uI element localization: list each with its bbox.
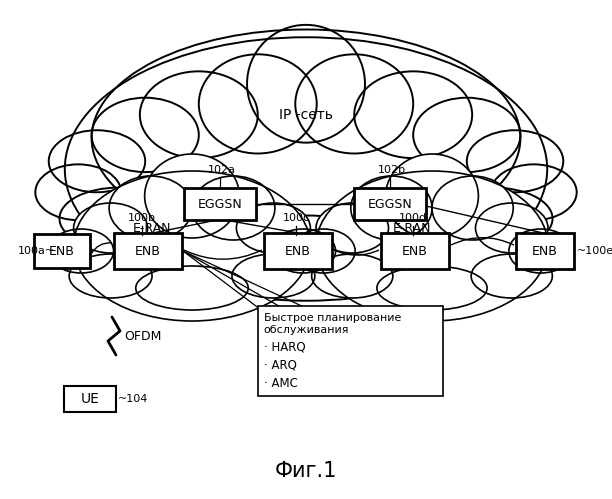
Ellipse shape bbox=[92, 98, 199, 172]
Ellipse shape bbox=[65, 37, 547, 301]
Ellipse shape bbox=[377, 266, 487, 310]
Text: E-RAN: E-RAN bbox=[133, 222, 171, 235]
Ellipse shape bbox=[59, 188, 177, 250]
Ellipse shape bbox=[226, 216, 386, 271]
Text: · AMC: · AMC bbox=[264, 377, 297, 390]
Ellipse shape bbox=[232, 254, 315, 298]
FancyBboxPatch shape bbox=[258, 306, 442, 396]
Ellipse shape bbox=[109, 176, 192, 240]
FancyBboxPatch shape bbox=[114, 233, 182, 269]
Text: Быстрое планирование
обслуживания: Быстрое планирование обслуживания bbox=[264, 313, 401, 335]
Text: UE: UE bbox=[81, 392, 99, 406]
Ellipse shape bbox=[354, 71, 472, 158]
Ellipse shape bbox=[69, 254, 152, 298]
FancyBboxPatch shape bbox=[354, 188, 426, 220]
Text: ~100e: ~100e bbox=[577, 246, 612, 256]
Ellipse shape bbox=[35, 164, 121, 220]
Text: 100a~: 100a~ bbox=[18, 246, 55, 256]
Text: · ARQ: · ARQ bbox=[264, 359, 296, 372]
Ellipse shape bbox=[509, 229, 573, 273]
Ellipse shape bbox=[435, 188, 553, 250]
Text: 102b: 102b bbox=[378, 165, 406, 175]
Text: ~104: ~104 bbox=[118, 394, 148, 404]
Ellipse shape bbox=[144, 154, 239, 238]
Ellipse shape bbox=[316, 171, 548, 321]
Text: EGGSN: EGGSN bbox=[368, 198, 412, 211]
Ellipse shape bbox=[192, 176, 275, 240]
Text: · HARQ: · HARQ bbox=[264, 341, 305, 354]
Ellipse shape bbox=[491, 164, 577, 220]
Ellipse shape bbox=[247, 25, 365, 143]
Ellipse shape bbox=[312, 254, 393, 298]
Ellipse shape bbox=[291, 229, 355, 273]
FancyBboxPatch shape bbox=[184, 188, 256, 220]
Text: 100c: 100c bbox=[282, 213, 310, 223]
Text: 100b: 100b bbox=[128, 213, 156, 223]
Ellipse shape bbox=[113, 203, 285, 265]
Ellipse shape bbox=[467, 130, 563, 192]
Text: EGGSN: EGGSN bbox=[198, 198, 242, 211]
Text: ENB: ENB bbox=[49, 245, 75, 257]
Text: OFDM: OFDM bbox=[124, 329, 162, 342]
FancyBboxPatch shape bbox=[264, 233, 332, 269]
Ellipse shape bbox=[413, 98, 520, 172]
FancyBboxPatch shape bbox=[381, 233, 449, 269]
Ellipse shape bbox=[73, 171, 310, 321]
Ellipse shape bbox=[271, 229, 335, 273]
Ellipse shape bbox=[140, 71, 258, 158]
Ellipse shape bbox=[327, 203, 499, 265]
FancyBboxPatch shape bbox=[516, 233, 574, 269]
Ellipse shape bbox=[471, 254, 553, 298]
FancyBboxPatch shape bbox=[64, 386, 116, 412]
Text: E-RAN: E-RAN bbox=[393, 222, 431, 235]
FancyBboxPatch shape bbox=[34, 234, 90, 268]
Ellipse shape bbox=[92, 29, 520, 247]
Text: 102a: 102a bbox=[208, 165, 236, 175]
Ellipse shape bbox=[136, 266, 248, 310]
Text: 100d: 100d bbox=[399, 213, 427, 223]
Ellipse shape bbox=[199, 54, 317, 154]
Text: ENB: ENB bbox=[135, 245, 161, 257]
Ellipse shape bbox=[236, 203, 310, 253]
Ellipse shape bbox=[48, 229, 114, 273]
Ellipse shape bbox=[316, 203, 389, 253]
Text: ENB: ENB bbox=[402, 245, 428, 257]
Text: ENB: ENB bbox=[285, 245, 311, 257]
Ellipse shape bbox=[432, 176, 513, 240]
Ellipse shape bbox=[476, 203, 548, 253]
Ellipse shape bbox=[49, 130, 145, 192]
Ellipse shape bbox=[386, 154, 479, 238]
Ellipse shape bbox=[73, 203, 147, 253]
Text: ENB: ENB bbox=[532, 245, 558, 257]
Text: Фиг.1: Фиг.1 bbox=[275, 461, 337, 481]
Ellipse shape bbox=[351, 176, 432, 240]
Ellipse shape bbox=[295, 54, 413, 154]
Text: IP -сеть: IP -сеть bbox=[279, 108, 333, 122]
